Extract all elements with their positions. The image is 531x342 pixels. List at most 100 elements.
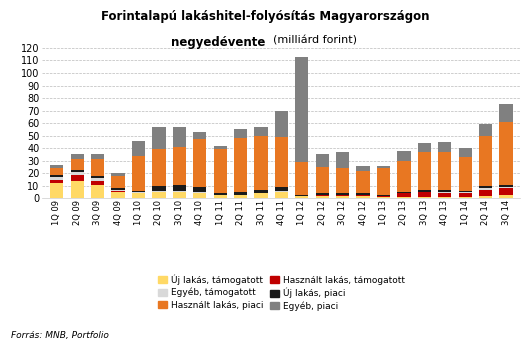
Bar: [254, 136, 268, 189]
Bar: [112, 191, 125, 192]
Bar: [459, 192, 472, 193]
Bar: [112, 173, 125, 176]
Bar: [459, 191, 472, 192]
Bar: [377, 168, 390, 195]
Bar: [459, 193, 472, 197]
Bar: [479, 189, 492, 196]
Bar: [356, 193, 370, 195]
Bar: [418, 192, 431, 197]
Bar: [213, 146, 227, 149]
Bar: [500, 185, 513, 187]
Bar: [234, 192, 247, 195]
Bar: [459, 148, 472, 157]
Bar: [132, 141, 145, 156]
Bar: [336, 168, 349, 193]
Bar: [295, 162, 309, 195]
Bar: [213, 195, 227, 198]
Bar: [275, 137, 288, 187]
Bar: [479, 136, 492, 186]
Bar: [112, 192, 125, 198]
Bar: [152, 191, 166, 192]
Bar: [336, 152, 349, 168]
Bar: [50, 177, 63, 180]
Bar: [254, 193, 268, 198]
Bar: [356, 171, 370, 193]
Bar: [377, 166, 390, 168]
Bar: [275, 192, 288, 198]
Bar: [397, 193, 410, 197]
Bar: [71, 174, 84, 181]
Bar: [356, 195, 370, 196]
Text: negyedévente: negyedévente: [171, 36, 266, 49]
Bar: [397, 192, 410, 193]
Bar: [132, 193, 145, 198]
Bar: [91, 159, 104, 176]
Bar: [91, 185, 104, 198]
Bar: [275, 187, 288, 191]
Bar: [356, 196, 370, 198]
Bar: [152, 186, 166, 191]
Bar: [152, 149, 166, 186]
Bar: [132, 192, 145, 193]
Bar: [152, 127, 166, 149]
Bar: [50, 168, 63, 174]
Bar: [438, 189, 451, 192]
Bar: [418, 189, 431, 192]
Bar: [336, 196, 349, 198]
Bar: [193, 187, 207, 192]
Bar: [173, 185, 186, 191]
Bar: [377, 196, 390, 197]
Bar: [438, 193, 451, 197]
Bar: [295, 195, 309, 196]
Bar: [234, 138, 247, 192]
Bar: [173, 127, 186, 147]
Bar: [91, 155, 104, 159]
Legend: Új lakás, támogatott, Egyéb, támogatott, Használt lakás, piaci, Használt lakás, : Új lakás, támogatott, Egyéb, támogatott,…: [155, 271, 408, 315]
Bar: [418, 152, 431, 189]
Bar: [397, 161, 410, 192]
Bar: [234, 195, 247, 198]
Bar: [91, 181, 104, 185]
Bar: [112, 189, 125, 191]
Text: Forintalapú lakáshitel-folyósítás Magyarországon: Forintalapú lakáshitel-folyósítás Magyar…: [101, 10, 430, 23]
Bar: [500, 104, 513, 122]
Bar: [71, 172, 84, 174]
Bar: [173, 147, 186, 185]
Bar: [356, 166, 370, 171]
Bar: [112, 188, 125, 189]
Bar: [71, 155, 84, 159]
Bar: [50, 183, 63, 198]
Bar: [71, 159, 84, 170]
Bar: [193, 192, 207, 193]
Bar: [377, 195, 390, 196]
Bar: [213, 149, 227, 193]
Bar: [397, 197, 410, 198]
Bar: [132, 156, 145, 191]
Bar: [71, 181, 84, 198]
Bar: [500, 195, 513, 198]
Bar: [91, 178, 104, 181]
Bar: [500, 188, 513, 195]
Bar: [500, 122, 513, 185]
Bar: [418, 197, 431, 198]
Bar: [173, 192, 186, 198]
Bar: [71, 170, 84, 172]
Bar: [315, 196, 329, 198]
Bar: [234, 129, 247, 138]
Text: Forrás: MNB, Portfolio: Forrás: MNB, Portfolio: [11, 331, 108, 340]
Bar: [193, 140, 207, 187]
Bar: [479, 124, 492, 136]
Bar: [479, 188, 492, 189]
Bar: [315, 155, 329, 167]
Bar: [315, 195, 329, 196]
Bar: [336, 193, 349, 195]
Bar: [479, 196, 492, 198]
Bar: [377, 197, 390, 198]
Bar: [213, 193, 227, 195]
Bar: [479, 186, 492, 188]
Bar: [438, 142, 451, 152]
Bar: [50, 165, 63, 168]
Bar: [275, 110, 288, 137]
Bar: [397, 151, 410, 161]
Bar: [91, 176, 104, 178]
